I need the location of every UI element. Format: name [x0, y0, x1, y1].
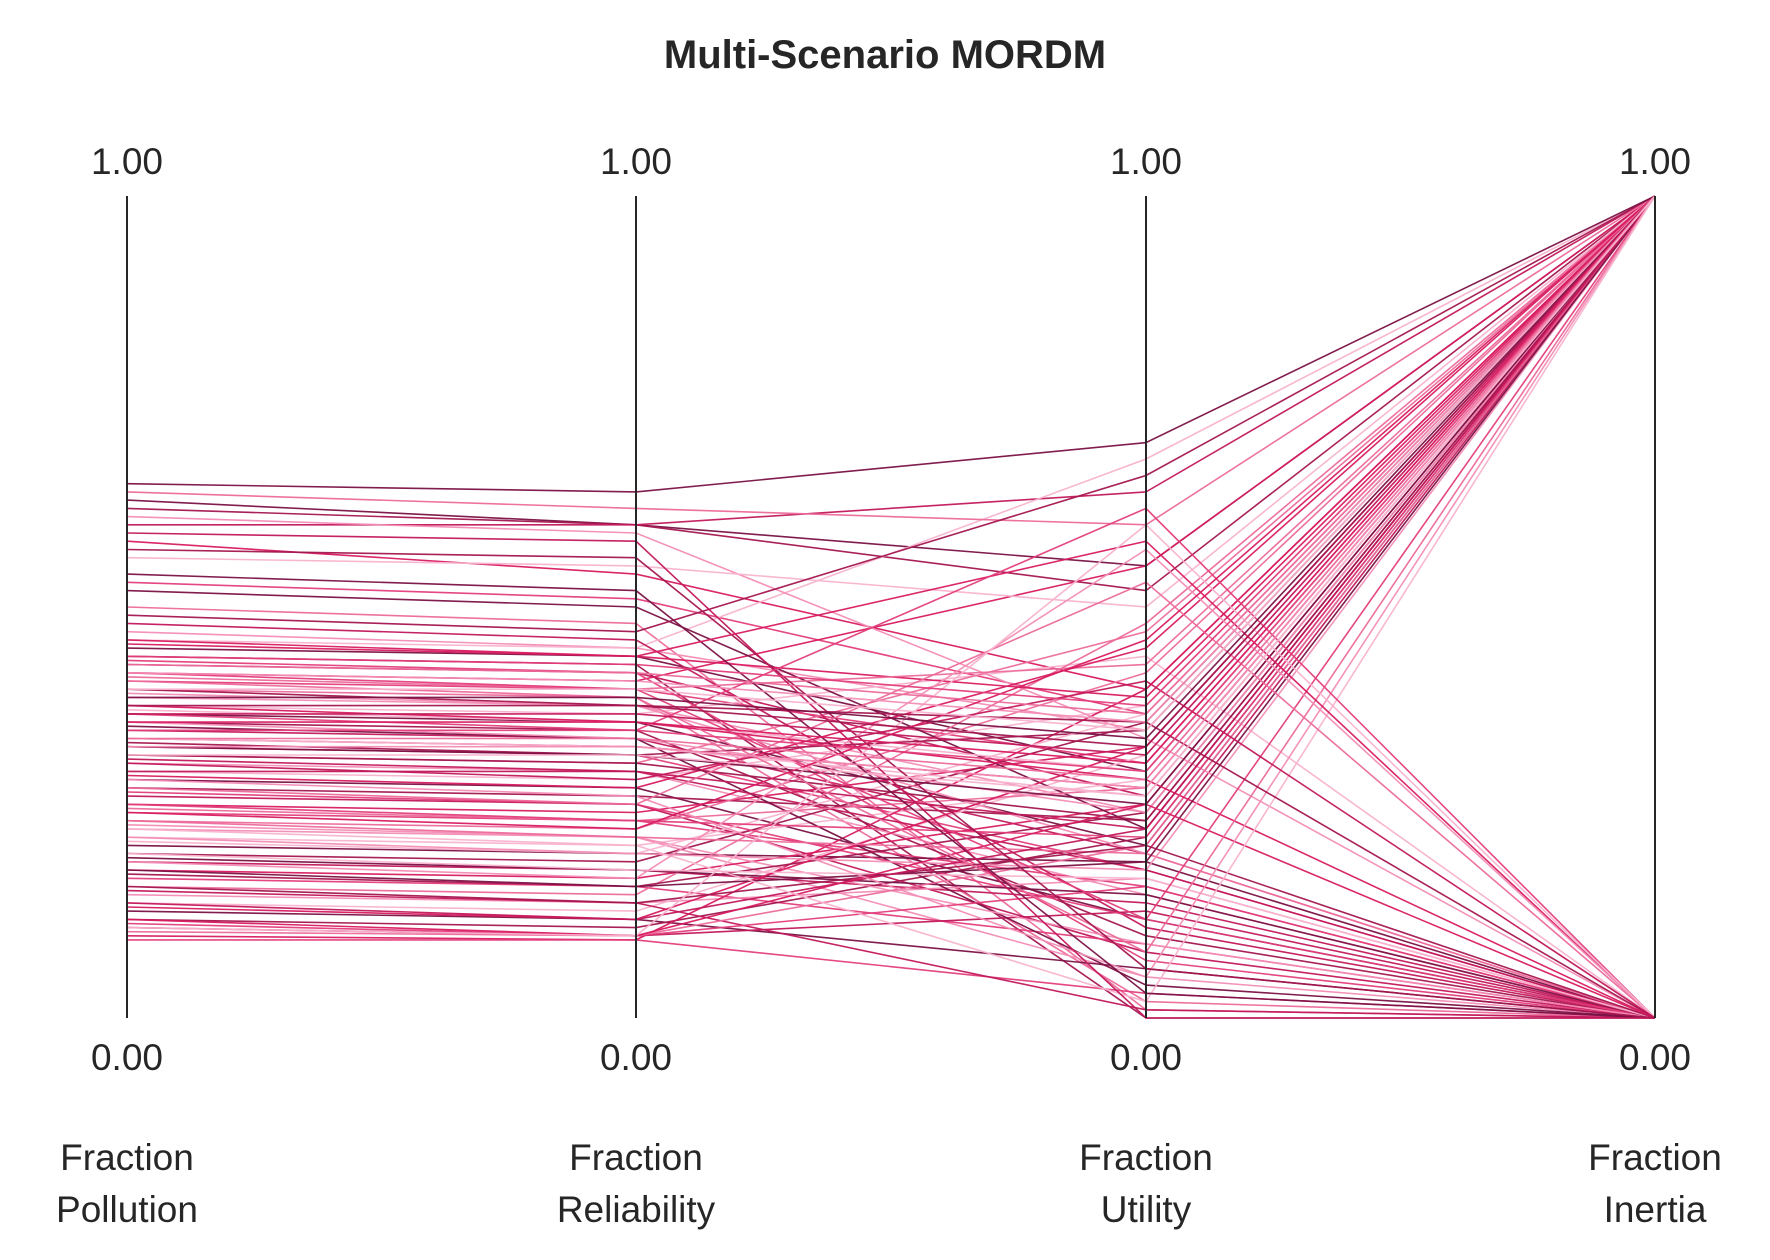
axes: 1.00 0.00 Fraction Pollution 1.00 0.00 Fractio… [56, 141, 1722, 1230]
axis-name: Inertia [1604, 1189, 1707, 1230]
axis-name: Fraction [1588, 1137, 1722, 1178]
data-line [126, 195, 1656, 978]
data-line [126, 195, 1656, 814]
data-line [127, 195, 1656, 740]
series-lines [126, 195, 1656, 1019]
data-line [126, 195, 1656, 839]
data-line [127, 195, 1656, 797]
data-line [126, 195, 1656, 592]
data-line [127, 195, 1656, 748]
data-line [126, 532, 1655, 1019]
data-line [127, 195, 1656, 756]
data-line [126, 195, 1656, 765]
data-line [126, 195, 1656, 608]
data-line [126, 195, 1656, 937]
data-line [126, 195, 1656, 715]
data-line [126, 655, 1655, 1019]
data-line [126, 548, 1656, 1019]
axis-name: Fraction [569, 1137, 703, 1178]
data-line [126, 885, 1656, 1019]
axis-name: Utility [1101, 1189, 1192, 1230]
data-line [126, 856, 1656, 1019]
data-line [127, 195, 1656, 732]
chart-title: Multi-Scenario MORDM [664, 33, 1106, 77]
axis-max-label: 1.00 [600, 141, 672, 182]
data-line [126, 195, 1656, 814]
data-line [126, 195, 1656, 954]
data-line [126, 195, 1656, 921]
data-line [127, 195, 1656, 765]
data-line [126, 819, 1656, 1019]
data-line [126, 195, 1656, 691]
data-line [126, 195, 1656, 526]
axis-min-label: 0.00 [600, 1037, 672, 1078]
data-line [126, 758, 1656, 1019]
data-line [126, 195, 1656, 756]
axis-min-label: 0.00 [91, 1037, 163, 1078]
data-line [126, 195, 1656, 855]
data-line [126, 515, 1656, 1019]
axis-name: Fraction [1079, 1137, 1213, 1178]
data-line [126, 844, 1656, 1019]
data-line [127, 195, 1656, 773]
data-line [127, 195, 1656, 789]
data-line [126, 195, 1656, 814]
data-line [126, 573, 1656, 1019]
data-line [126, 195, 1656, 863]
axis-max-label: 1.00 [1619, 141, 1691, 182]
data-line [126, 195, 1656, 707]
data-line [126, 195, 1656, 633]
data-line [126, 795, 1656, 1019]
axis-name: Fraction [60, 1137, 194, 1178]
data-line [126, 195, 1656, 723]
data-line [126, 195, 1656, 1003]
axis-min-label: 0.00 [1110, 1037, 1182, 1078]
data-line [126, 655, 1656, 1019]
data-line [126, 195, 1656, 682]
data-line [126, 803, 1656, 1019]
axis-max-label: 1.00 [1110, 141, 1182, 182]
axis-name: Reliability [557, 1189, 716, 1230]
data-line [126, 540, 1656, 1019]
data-line [127, 195, 1656, 781]
axis-min-label: 0.00 [1619, 1037, 1691, 1078]
axis-name: Pollution [56, 1189, 198, 1230]
data-line [127, 195, 1656, 526]
data-line [126, 195, 1656, 941]
data-line [126, 195, 1656, 871]
data-line [126, 195, 1656, 493]
data-line [126, 195, 1656, 691]
data-line [126, 195, 1656, 921]
data-line [126, 680, 1656, 1019]
data-line [126, 828, 1656, 1019]
data-line [126, 659, 1656, 1019]
data-line [126, 889, 1656, 1019]
axis-max-label: 1.00 [91, 141, 163, 182]
data-line [126, 195, 1656, 765]
